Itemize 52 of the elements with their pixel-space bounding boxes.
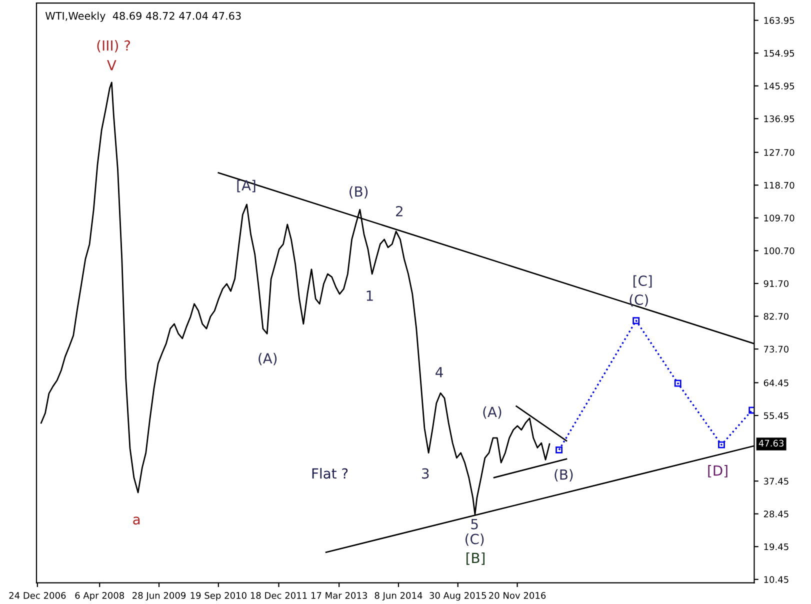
- x-tick-label: 8 Jun 2014: [374, 592, 422, 601]
- y-tick-label: 100.70: [764, 247, 794, 254]
- annotation: 5: [471, 519, 478, 530]
- y-tick-label: 28.45: [764, 510, 788, 518]
- annotation: [B]: [466, 552, 485, 565]
- annotation: 2: [396, 206, 402, 216]
- x-tick-label: 30 Aug 2015: [430, 592, 486, 601]
- y-tick-label: 91.70: [764, 280, 789, 288]
- y-tick-label: 64.45: [764, 379, 788, 386]
- annotation: (III) ?: [97, 40, 130, 52]
- x-tick-label: 24 Dec 2006: [9, 592, 66, 599]
- y-tick-label: 127.70: [764, 149, 794, 156]
- y-tick-label: 145.95: [764, 82, 794, 90]
- x-tick-label: 17 Mar 2013: [311, 592, 367, 599]
- annotation: 1: [366, 290, 373, 301]
- annotation: [A]: [237, 180, 256, 192]
- y-tick-label: 163.95: [764, 17, 794, 24]
- annotation: 3: [422, 468, 429, 479]
- y-tick-label: 154.95: [764, 50, 794, 57]
- annotation: V: [107, 60, 116, 70]
- x-tick-label: 28 Jun 2009: [132, 592, 186, 601]
- annotation: (B): [350, 186, 368, 198]
- text: WTI,Weekly 48.69 48.72 47.04 47.63: [45, 12, 241, 22]
- annotation: (A): [483, 406, 502, 419]
- y-tick-label: 55.45: [764, 412, 788, 420]
- point: [718, 441, 725, 448]
- point: [556, 446, 563, 454]
- x-tick-label: 18 Dec 2011: [250, 592, 307, 599]
- y-tick-label: 73.70: [764, 346, 789, 353]
- x-tick-label: 20 Nov 2016: [489, 592, 546, 599]
- y-tick-label: 109.70: [764, 214, 794, 222]
- point: [632, 317, 640, 324]
- x-tick-label: 19 Sep 2010: [190, 592, 246, 601]
- annotation: (A): [258, 352, 277, 366]
- point: [748, 406, 754, 414]
- point: [674, 380, 682, 387]
- y-tick-label: 19.45: [764, 543, 788, 550]
- text: 47.63: [758, 440, 784, 447]
- y-tick-label: 136.95: [764, 115, 794, 122]
- annotation: (C): [630, 294, 648, 307]
- y-tick-label: 82.70: [764, 312, 789, 320]
- y-tick-label: 10.45: [764, 576, 788, 583]
- annotation: (C): [466, 534, 484, 546]
- annotation: [C]: [634, 275, 652, 288]
- annotation: [D]: [708, 465, 728, 478]
- x-tick-label: 6 Apr 2008: [75, 592, 124, 601]
- annotation: (B): [554, 469, 573, 482]
- y-tick-label: 118.70: [764, 182, 794, 189]
- annotation: Flat ?: [312, 468, 348, 479]
- annotation: a: [133, 516, 140, 525]
- y-tick-label: 37.45: [764, 478, 788, 485]
- annotation: 4: [436, 367, 443, 378]
